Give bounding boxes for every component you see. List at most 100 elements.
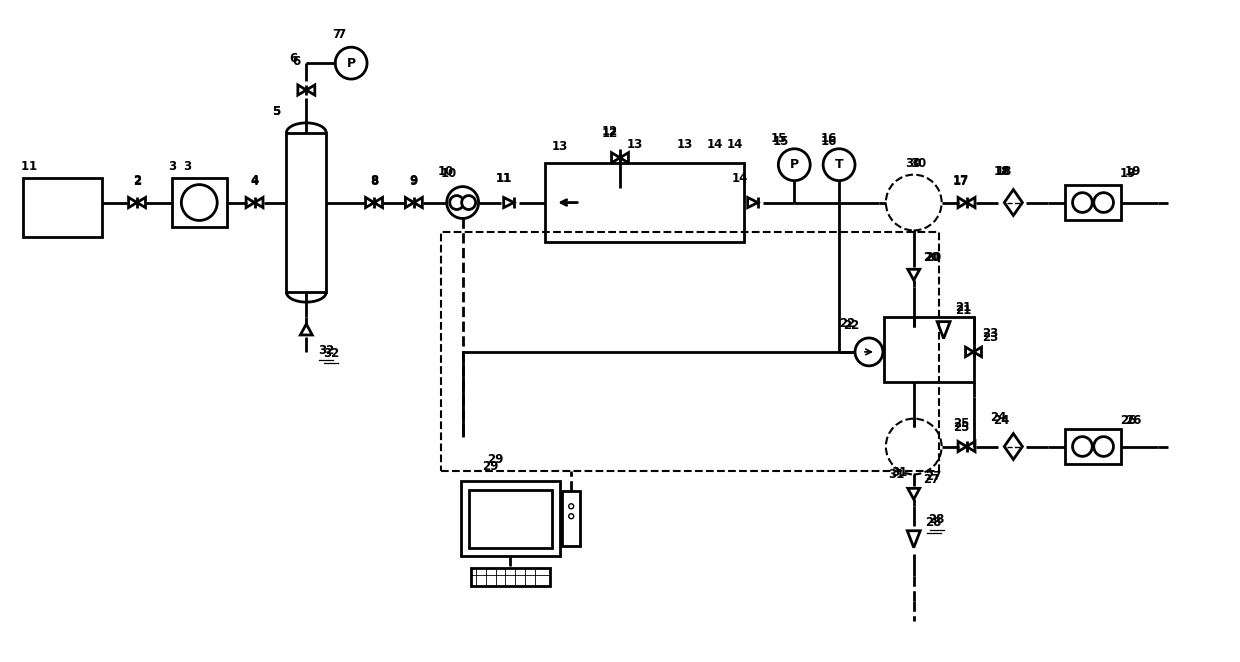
- Text: 25: 25: [954, 420, 970, 434]
- Text: 19: 19: [1125, 165, 1141, 177]
- Text: 27: 27: [924, 473, 940, 487]
- Text: 17: 17: [952, 173, 968, 187]
- Text: 21: 21: [956, 301, 972, 314]
- Text: 18: 18: [993, 165, 1009, 177]
- Text: 1: 1: [29, 160, 36, 173]
- Bar: [1065, 428, 1121, 465]
- Polygon shape: [414, 197, 423, 208]
- Text: 6: 6: [289, 52, 298, 65]
- Text: 19: 19: [1120, 167, 1136, 179]
- Text: 3: 3: [182, 160, 191, 173]
- Text: 13: 13: [552, 140, 568, 153]
- Polygon shape: [254, 197, 263, 208]
- Bar: [286, 133, 326, 292]
- Text: 4: 4: [250, 175, 259, 187]
- Polygon shape: [298, 85, 306, 95]
- Text: 13: 13: [677, 138, 693, 151]
- Bar: [172, 177, 227, 228]
- Text: 11: 11: [495, 171, 512, 185]
- Text: 30: 30: [910, 157, 926, 169]
- Polygon shape: [908, 531, 920, 547]
- Text: 5: 5: [273, 105, 280, 118]
- Polygon shape: [973, 347, 982, 357]
- Polygon shape: [129, 197, 138, 208]
- Polygon shape: [620, 153, 629, 163]
- Text: 12: 12: [601, 125, 619, 138]
- Text: 32: 32: [319, 344, 335, 357]
- Bar: [469, 491, 552, 548]
- Polygon shape: [908, 269, 920, 280]
- Text: 10: 10: [440, 167, 456, 179]
- Text: 23: 23: [982, 327, 998, 340]
- Text: 14: 14: [732, 171, 748, 185]
- Bar: [1065, 185, 1121, 220]
- Text: 23: 23: [982, 331, 998, 344]
- Bar: [884, 317, 973, 382]
- Circle shape: [1094, 437, 1114, 456]
- Circle shape: [450, 195, 464, 209]
- Circle shape: [1094, 193, 1114, 213]
- Circle shape: [856, 338, 883, 366]
- Bar: [440, 232, 939, 471]
- Text: 7: 7: [337, 28, 345, 41]
- Text: 2: 2: [133, 173, 141, 187]
- Text: 21: 21: [956, 304, 972, 317]
- Circle shape: [885, 175, 941, 230]
- Bar: [461, 481, 560, 556]
- Polygon shape: [959, 197, 966, 208]
- Text: 29: 29: [482, 460, 498, 473]
- Text: 24: 24: [993, 414, 1009, 426]
- Circle shape: [1073, 193, 1092, 213]
- Text: 11: 11: [495, 171, 512, 185]
- Circle shape: [335, 47, 367, 79]
- Text: 26: 26: [1125, 414, 1141, 426]
- Text: 13: 13: [626, 138, 644, 151]
- Polygon shape: [374, 197, 382, 208]
- Text: 30: 30: [905, 157, 921, 169]
- Text: 20: 20: [925, 252, 942, 264]
- Polygon shape: [300, 324, 312, 335]
- Text: 24: 24: [991, 410, 1007, 424]
- Text: 6: 6: [293, 55, 300, 68]
- Circle shape: [779, 149, 810, 181]
- Bar: [22, 177, 102, 238]
- Polygon shape: [366, 197, 374, 208]
- Text: P: P: [790, 158, 799, 171]
- Bar: [471, 568, 551, 586]
- Circle shape: [885, 418, 941, 475]
- Circle shape: [569, 504, 574, 509]
- Circle shape: [1073, 437, 1092, 456]
- Text: 15: 15: [773, 135, 790, 148]
- Text: 5: 5: [273, 105, 280, 118]
- Text: 12: 12: [601, 127, 619, 140]
- Text: 28: 28: [929, 513, 945, 526]
- Polygon shape: [966, 442, 975, 451]
- Polygon shape: [611, 153, 620, 163]
- Polygon shape: [246, 197, 254, 208]
- Polygon shape: [306, 85, 315, 95]
- Text: 9: 9: [409, 173, 418, 187]
- Text: 9: 9: [409, 175, 418, 187]
- Polygon shape: [937, 322, 950, 338]
- Polygon shape: [748, 197, 758, 208]
- Circle shape: [446, 187, 479, 218]
- Polygon shape: [1004, 189, 1023, 216]
- Circle shape: [569, 514, 574, 519]
- Text: 17: 17: [952, 175, 968, 187]
- Text: 14: 14: [707, 138, 723, 151]
- Circle shape: [461, 195, 476, 209]
- Text: 29: 29: [487, 453, 503, 467]
- Text: 22: 22: [843, 319, 859, 332]
- Polygon shape: [959, 442, 966, 451]
- Text: 14: 14: [727, 138, 743, 151]
- Text: 7: 7: [332, 28, 340, 41]
- Circle shape: [181, 185, 217, 220]
- Text: 26: 26: [1120, 414, 1136, 426]
- Text: 27: 27: [925, 471, 942, 483]
- Text: 20: 20: [924, 252, 940, 264]
- Text: 25: 25: [954, 416, 970, 430]
- Text: 8: 8: [370, 173, 378, 187]
- Polygon shape: [966, 197, 975, 208]
- Text: 16: 16: [821, 135, 837, 148]
- Text: 3: 3: [167, 160, 176, 173]
